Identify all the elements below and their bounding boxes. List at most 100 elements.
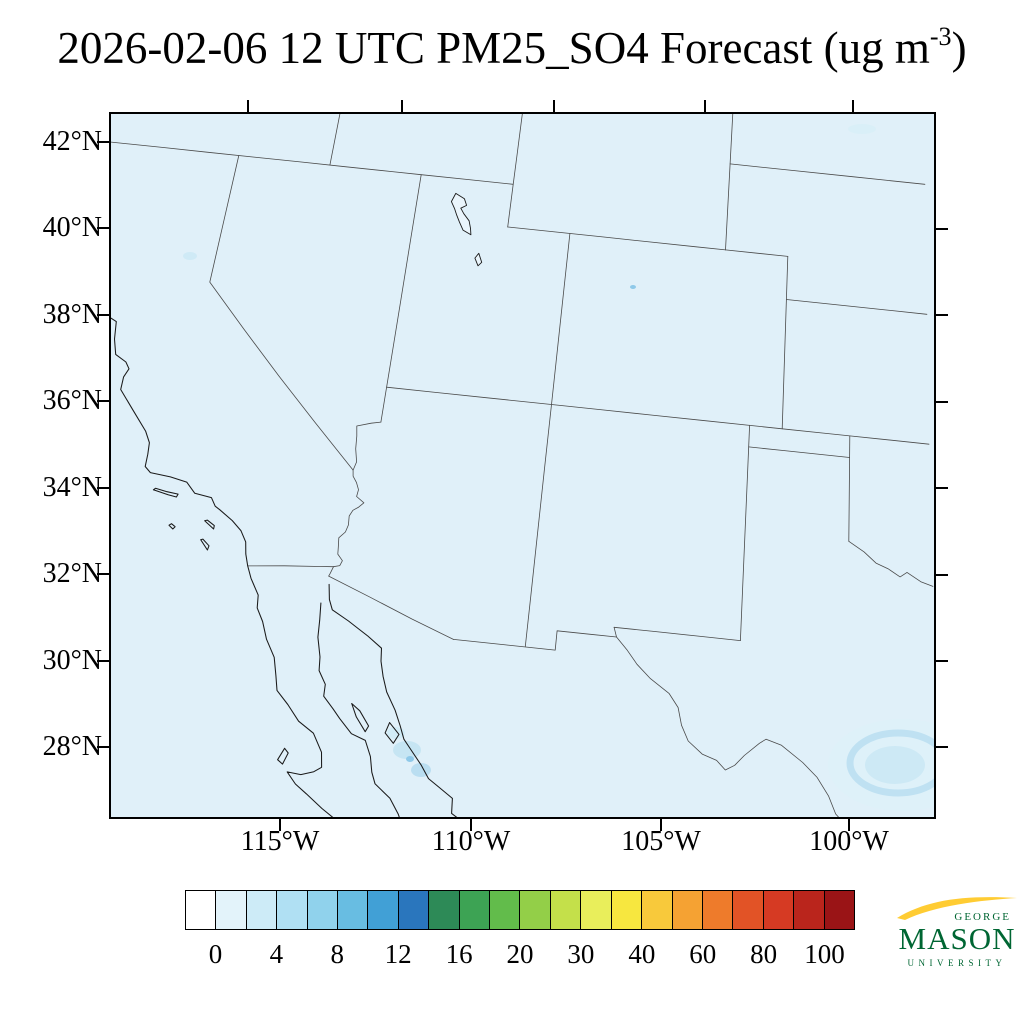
colorbar-tick-label: 80 — [750, 939, 778, 969]
lon-axis-label: 110°W — [431, 826, 511, 857]
colorbar-cell — [520, 891, 551, 929]
map-layers — [110, 113, 935, 818]
colorbar-cell — [307, 891, 339, 929]
colorbar-cell — [459, 891, 491, 929]
state-border — [848, 540, 934, 587]
coastline — [168, 523, 176, 530]
title-text: 2026-02-06 12 UTC PM25_SO4 Forecast (ug … — [57, 23, 930, 73]
lake — [450, 192, 472, 236]
coastline — [110, 124, 335, 818]
so4-patch — [406, 756, 414, 762]
colorbar-cell — [490, 891, 521, 929]
state-border — [729, 163, 926, 185]
colorbar-cell — [824, 891, 854, 929]
colorbar-tick-label: 16 — [445, 939, 473, 969]
colorbar-tick-label: 40 — [628, 939, 656, 969]
colorbar-cell — [368, 891, 399, 929]
colorbar-cell — [398, 891, 430, 929]
colorbar-tick-label: 100 — [804, 939, 845, 969]
colorbar-cell — [429, 891, 460, 929]
state-border — [786, 299, 928, 315]
state-border — [352, 421, 382, 471]
lon-axis-label: 105°W — [621, 826, 701, 857]
state-border — [333, 469, 365, 568]
colorbar-tick-label: 30 — [567, 939, 595, 969]
colorbar-tick-label: 0 — [208, 939, 223, 969]
map-background — [110, 113, 935, 818]
colorbar-tick-label: 4 — [269, 939, 284, 969]
state-border — [524, 233, 571, 647]
coastline — [277, 747, 289, 765]
state-border — [380, 174, 422, 423]
state-border — [110, 141, 514, 185]
title-suffix: ) — [951, 23, 967, 73]
colorbar-tick-label: 60 — [689, 939, 717, 969]
state-border — [209, 155, 354, 471]
lat-axis-label: 28°N — [42, 731, 102, 762]
colorbar-tick-label: 12 — [384, 939, 412, 969]
coastline — [152, 487, 179, 498]
lat-axis-label: 40°N — [42, 212, 102, 243]
colorbar — [185, 890, 855, 930]
gmu-logo-mason: MASON — [898, 921, 1016, 956]
page-title: 2026-02-06 12 UTC PM25_SO4 Forecast (ug … — [0, 22, 1024, 74]
gmu-logo-university: UNIVERSITY — [907, 957, 1007, 968]
state-border — [507, 113, 523, 228]
gmu-swoosh-icon — [897, 897, 1017, 920]
state-border — [328, 575, 454, 640]
colorbar-cell — [702, 891, 734, 929]
so4-patch — [846, 729, 935, 797]
colorbar-cell — [794, 891, 825, 929]
colorbar-tick-label: 20 — [506, 939, 534, 969]
lon-axis-label: 100°W — [809, 826, 889, 857]
lat-axis-label: 30°N — [42, 645, 102, 676]
coastline — [351, 702, 370, 733]
lake — [474, 252, 483, 267]
colorbar-cell — [763, 891, 795, 929]
colorbar-cell — [216, 891, 247, 929]
state-border — [748, 446, 850, 458]
colorbar-cell — [186, 891, 217, 929]
so4-patch — [865, 746, 925, 784]
so4-patch — [630, 285, 636, 289]
lat-axis-label: 38°N — [42, 299, 102, 330]
state-border — [725, 249, 789, 257]
gmu-logo: GEORGE MASON UNIVERSITY — [893, 894, 1021, 968]
lon-axis-label: 115°W — [240, 826, 320, 857]
state-border — [328, 566, 334, 577]
lat-axis-label: 36°N — [42, 385, 102, 416]
state-border — [329, 113, 341, 166]
colorbar-cell — [246, 891, 278, 929]
colorbar-cell — [672, 891, 703, 929]
map-frame — [109, 112, 936, 819]
coastline — [328, 583, 459, 818]
so4-patch — [183, 252, 197, 260]
so4-patch — [848, 124, 876, 134]
state-border — [781, 255, 789, 430]
lat-axis-label: 32°N — [42, 558, 102, 589]
colorbar-cell — [581, 891, 612, 929]
colorbar-tick-label: 8 — [330, 939, 345, 969]
so4-patch — [387, 727, 405, 739]
colorbar-cell — [277, 891, 308, 929]
colorbar-cell — [338, 891, 369, 929]
state-border — [740, 424, 750, 641]
coastline — [204, 519, 215, 530]
coastline — [317, 602, 401, 818]
coastline — [384, 722, 400, 744]
colorbar-cell — [550, 891, 582, 929]
gmu-logo-george: GEORGE — [954, 911, 1011, 923]
state-border — [453, 639, 556, 651]
state-border — [613, 626, 840, 818]
colorbar-cell — [611, 891, 643, 929]
coastline — [200, 538, 210, 551]
state-border — [247, 565, 334, 568]
lat-axis-label: 42°N — [42, 126, 102, 157]
state-border — [507, 226, 726, 251]
title-exponent: -3 — [929, 22, 952, 51]
colorbar-cell — [733, 891, 764, 929]
state-border — [848, 457, 850, 542]
lat-axis-label: 34°N — [42, 472, 102, 503]
